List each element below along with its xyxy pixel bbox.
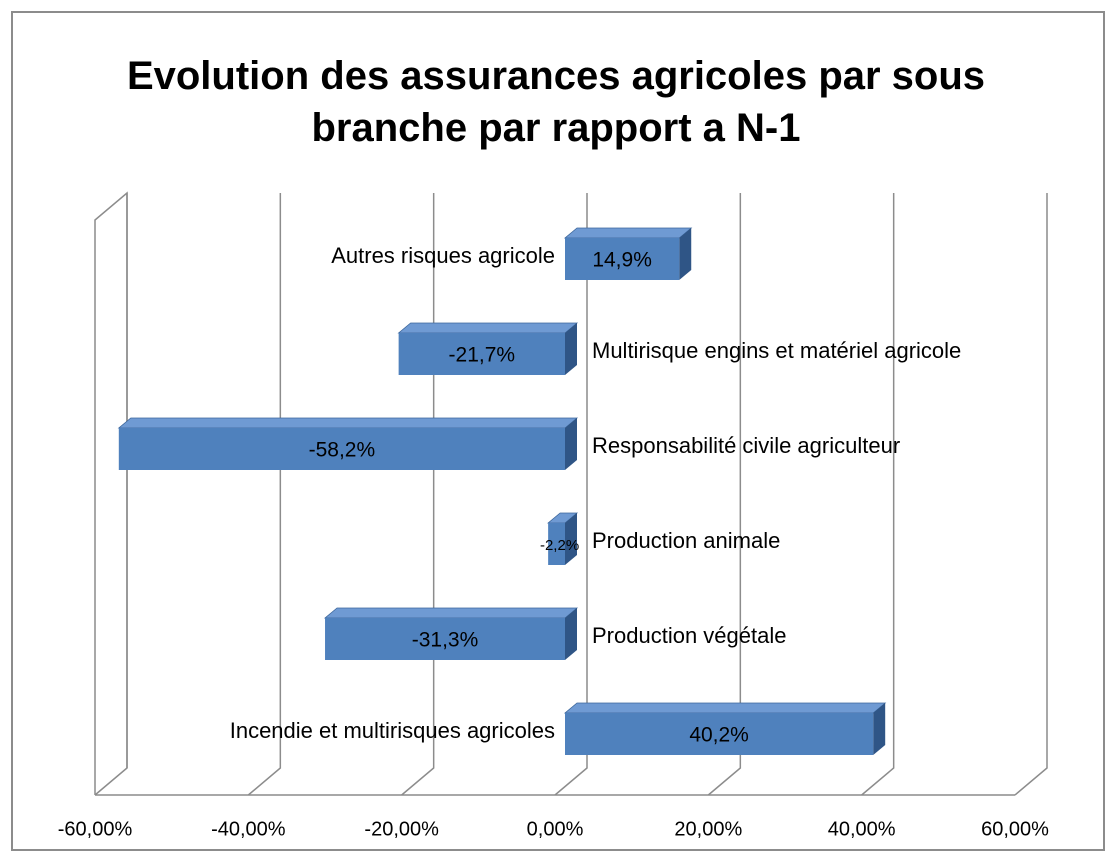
chart-title: Evolution des assurances agricoles par s… xyxy=(127,54,985,150)
bar-top xyxy=(563,227,693,239)
category-label: Responsabilité civile agriculteur xyxy=(592,433,900,458)
bar-front xyxy=(398,333,565,375)
grid-line xyxy=(707,193,742,796)
bar-side xyxy=(565,513,577,565)
category-label: Production animale xyxy=(592,528,780,553)
x-tick-label: -60,00% xyxy=(58,818,133,840)
data-label: -58,2% xyxy=(309,439,376,462)
bar-front xyxy=(548,523,565,565)
x-tick-label: 20,00% xyxy=(674,818,742,840)
bar-side xyxy=(565,418,577,470)
bar xyxy=(117,417,579,470)
x-tick-label: 60,00% xyxy=(981,818,1049,840)
x-tick-label: 0,00% xyxy=(527,818,584,840)
bar-front xyxy=(325,618,565,660)
bar xyxy=(547,512,579,565)
bar-side xyxy=(679,228,692,280)
grid-line xyxy=(554,193,588,796)
x-tick-label: -40,00% xyxy=(211,818,286,840)
category-label: Production végétale xyxy=(592,623,786,648)
bar-top xyxy=(323,607,579,619)
grid-line xyxy=(861,193,895,796)
bar-front xyxy=(565,713,874,755)
grid-line xyxy=(1014,193,1048,796)
category-label: Incendie et multirisques agricoles xyxy=(230,718,555,743)
bar-top xyxy=(397,322,579,334)
bar xyxy=(397,322,579,375)
x-tick-label: -20,00% xyxy=(364,818,439,840)
bar-front xyxy=(118,428,566,470)
data-label: 14,9% xyxy=(592,249,652,272)
x-tick-label: 40,00% xyxy=(828,818,896,840)
bar xyxy=(563,227,693,280)
data-label: 40,2% xyxy=(689,724,749,747)
bar-side xyxy=(565,323,577,375)
grid-line xyxy=(247,193,282,796)
grid-line xyxy=(401,193,435,796)
bar xyxy=(563,702,887,755)
bar xyxy=(323,607,579,660)
data-label: -21,7% xyxy=(449,344,516,367)
category-label: Multirisque engins et matériel agricole xyxy=(592,338,961,363)
bar-front xyxy=(565,238,680,280)
category-label: Autres risques agricole xyxy=(331,243,555,268)
data-label: -31,3% xyxy=(412,629,479,652)
bar-top xyxy=(563,702,887,714)
data-label: -2,2% xyxy=(540,537,579,554)
bar-side xyxy=(565,608,577,660)
grid-line xyxy=(94,193,128,796)
bar-side xyxy=(873,703,886,755)
bar-top xyxy=(117,417,579,429)
